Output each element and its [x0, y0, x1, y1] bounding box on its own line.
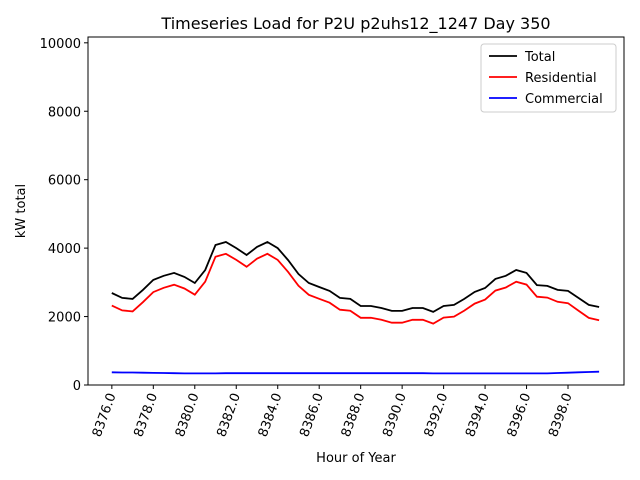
x-tick-label: 8390.0: [380, 391, 410, 439]
x-tick-label: 8392.0: [422, 391, 452, 439]
x-tick-label: 8380.0: [173, 391, 203, 439]
series-line-commercial: [111, 370, 600, 375]
legend-label-total: Total: [524, 50, 555, 65]
y-tick-label: 0: [73, 379, 81, 394]
x-tick-label: 8382.0: [214, 391, 244, 439]
y-tick-label: 2000: [48, 311, 81, 326]
y-tick-label: 4000: [48, 242, 81, 257]
x-tick-label: 8394.0: [463, 391, 493, 439]
plot-area-frame: [87, 36, 625, 386]
legend-box: [480, 43, 617, 113]
x-tick-label: 8388.0: [339, 391, 369, 439]
y-axis-label: kW total: [14, 184, 29, 238]
series-line-total: [111, 240, 600, 313]
x-tick-label: 8376.0: [90, 391, 120, 439]
y-tick-label: 6000: [48, 174, 81, 189]
x-tick-label: 8398.0: [546, 391, 576, 439]
legend-label-residential: Residential: [525, 71, 597, 86]
legend: Total Residential Commercial: [480, 43, 617, 113]
x-tick-label: 8396.0: [505, 391, 535, 439]
x-tick-label: 8384.0: [256, 391, 286, 439]
chart-title: Timeseries Load for P2U p2uhs12_1247 Day…: [160, 14, 550, 34]
x-tick-label: 8386.0: [297, 391, 327, 439]
y-tick-label: 8000: [48, 105, 81, 120]
x-axis-label: Hour of Year: [316, 451, 396, 466]
x-tick-label: 8378.0: [131, 391, 161, 439]
legend-label-commercial: Commercial: [525, 92, 603, 107]
series-line-residential: [111, 252, 600, 325]
y-tick-label: 10000: [40, 37, 81, 52]
